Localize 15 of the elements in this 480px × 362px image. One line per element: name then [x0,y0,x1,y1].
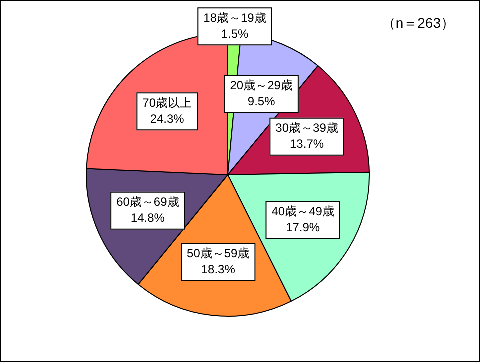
text: （n＝263） [382,15,455,33]
slice-label: 60歳～69歳 [116,195,180,210]
data-label: 1.5% [221,26,249,41]
slice-label: 20歳～29歳 [230,78,293,92]
data-label: 17.9% [286,220,320,235]
data-label: 9.5% [248,94,276,108]
data-label: 14.8% [130,211,166,226]
data-label: 24.3% [150,112,185,126]
slice-label: 50歳～59歳 [187,246,250,261]
data-label: 18.3% [201,262,236,277]
data-label: 13.7% [290,137,324,152]
slice-label: 30歳～39歳 [276,121,338,136]
slice-label: 18歳～19歳 [204,10,266,25]
slice-label: 70歳以上 [142,96,192,110]
slice-label: 40歳～49歳 [272,204,334,219]
